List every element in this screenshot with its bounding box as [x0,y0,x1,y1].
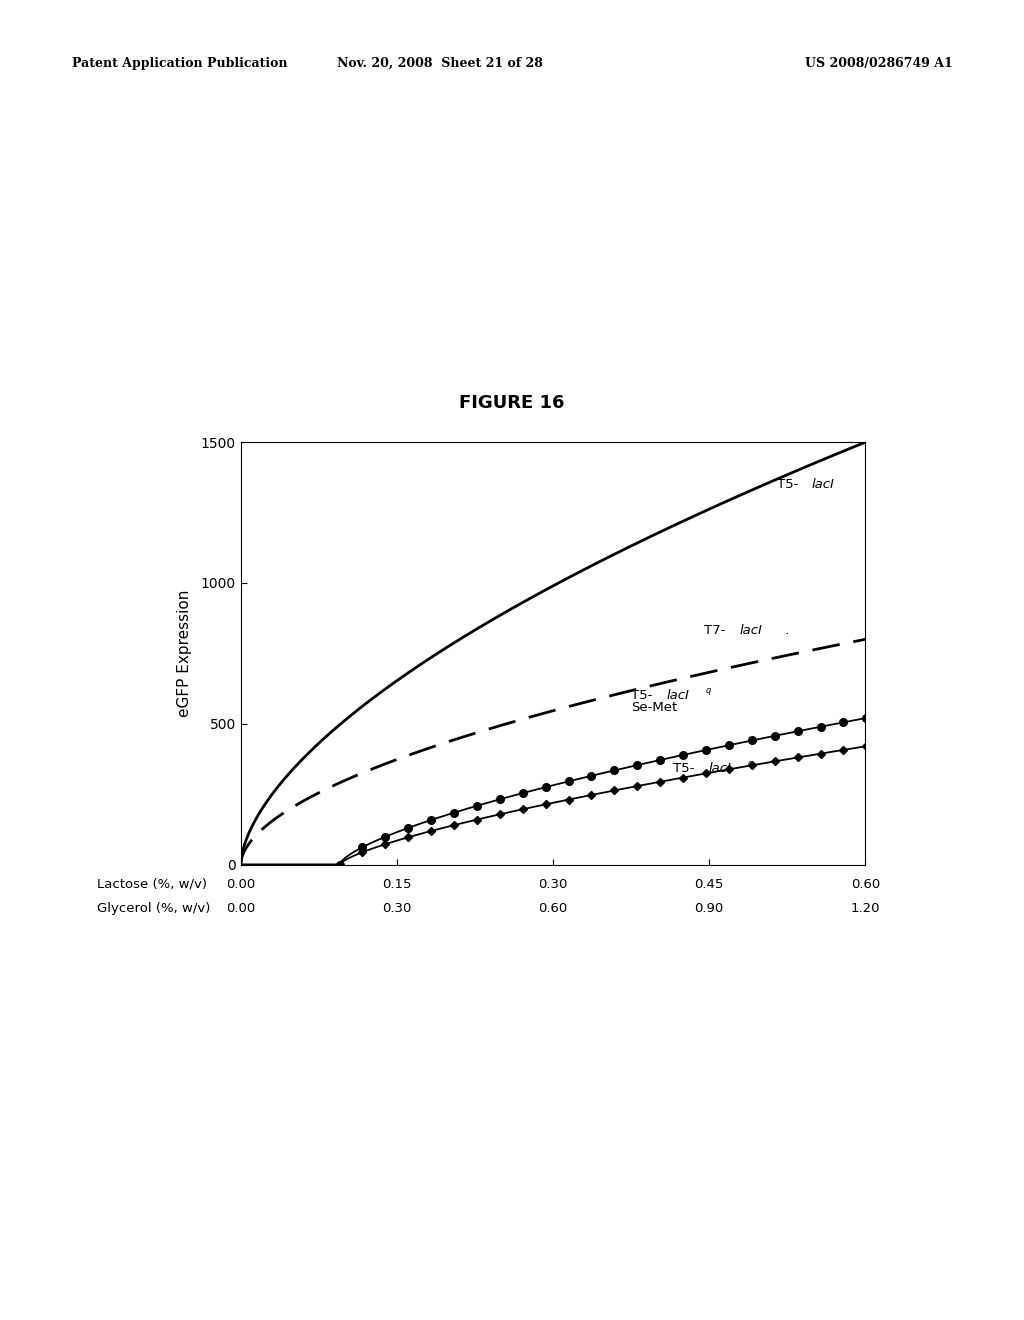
Text: T5-: T5- [777,478,798,491]
Text: 0.45: 0.45 [694,878,724,891]
Text: Patent Application Publication: Patent Application Publication [72,57,287,70]
Text: Glycerol (%, w/v): Glycerol (%, w/v) [97,902,211,915]
Text: 0.00: 0.00 [226,902,255,915]
Text: 1.20: 1.20 [851,902,880,915]
Text: lacI: lacI [811,478,834,491]
Text: 0.90: 0.90 [694,902,724,915]
Text: $^q$: $^q$ [705,686,712,700]
Text: 0.30: 0.30 [539,878,567,891]
Text: Nov. 20, 2008  Sheet 21 of 28: Nov. 20, 2008 Sheet 21 of 28 [337,57,544,70]
Text: T5-: T5- [673,763,694,775]
Text: 0.60: 0.60 [539,902,567,915]
Text: T7-: T7- [703,624,725,638]
Text: lacI: lacI [667,689,689,702]
Text: T5-: T5- [631,689,652,702]
Text: Lactose (%, w/v): Lactose (%, w/v) [97,878,207,891]
Text: 0.00: 0.00 [226,878,255,891]
Text: Se-Met: Se-Met [631,701,677,714]
Y-axis label: eGFP Expression: eGFP Expression [177,590,193,717]
Text: 0.60: 0.60 [851,878,880,891]
Text: lacI: lacI [739,624,762,638]
Text: .: . [781,624,790,638]
Text: 0.30: 0.30 [382,902,412,915]
Text: $^q$: $^q$ [746,760,754,774]
Text: 0.15: 0.15 [382,878,412,891]
Text: lacI: lacI [708,763,731,775]
Text: FIGURE 16: FIGURE 16 [459,393,565,412]
Text: US 2008/0286749 A1: US 2008/0286749 A1 [805,57,952,70]
